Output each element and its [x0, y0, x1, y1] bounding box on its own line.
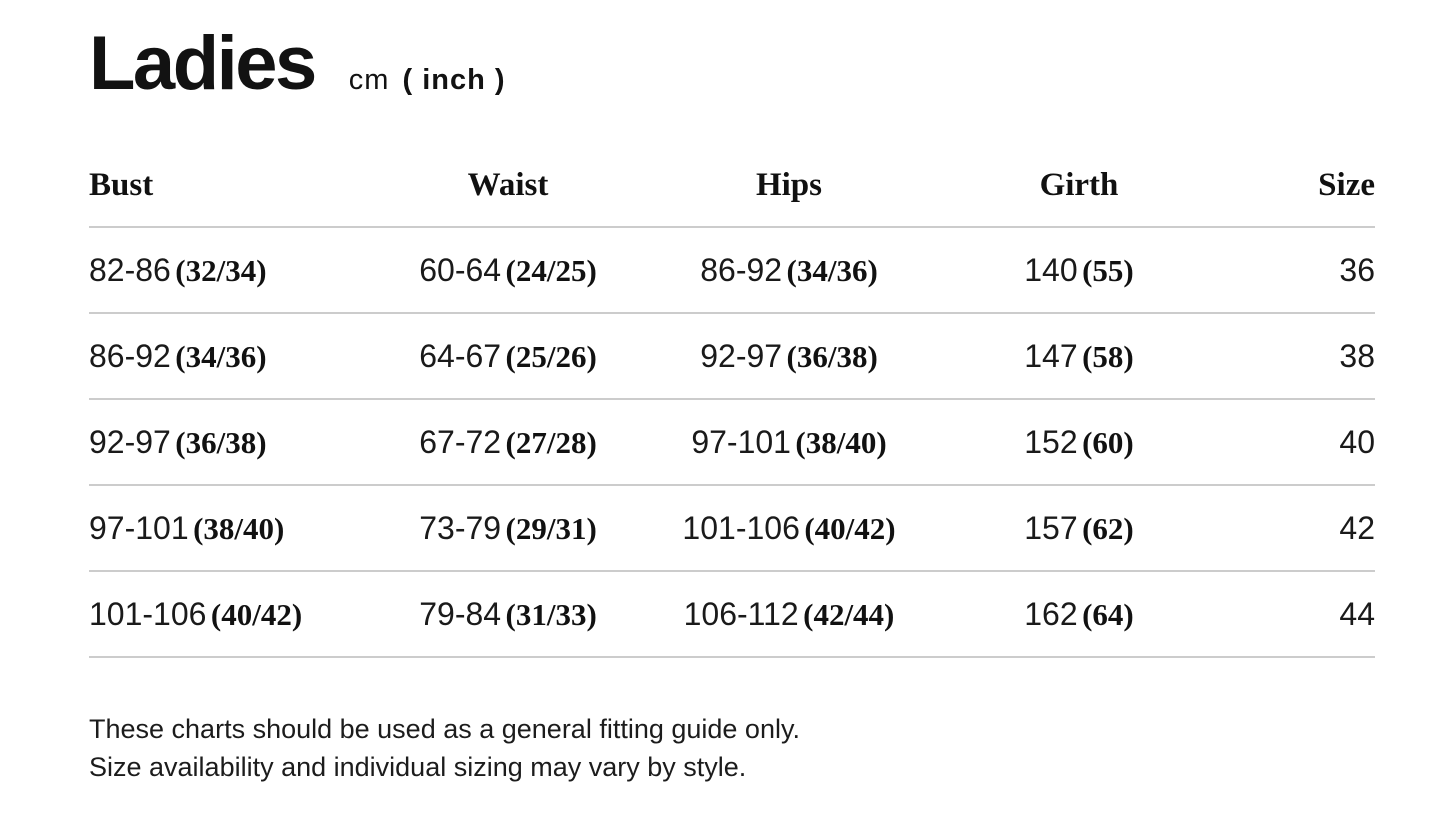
size-value: 40: [1339, 423, 1375, 460]
table-row: 97-101 (38/40) 73-79 (29/31) 101-106 (40…: [89, 486, 1375, 572]
table-row: 101-106 (40/42) 79-84 (31/33) 106-112 (4…: [89, 572, 1375, 658]
size-table: Bust Waist Hips Girth Size 82-86 (32/34)…: [89, 156, 1375, 658]
unit-inch-label: ( inch ): [402, 64, 506, 96]
hips-inch-value: (36/38): [786, 338, 878, 374]
column-header-hips: Hips: [755, 167, 823, 203]
bust-cm-value: 92-97: [89, 423, 171, 460]
size-value: 36: [1339, 251, 1375, 288]
size-cell: 40: [1227, 424, 1375, 461]
disclaimer-line-2: Size availability and individual sizing …: [89, 752, 747, 782]
table-header-row: Bust Waist Hips Girth Size: [89, 156, 1375, 228]
hips-cell: 92-97 (36/38): [647, 338, 931, 375]
hips-cm-value: 92-97: [700, 337, 783, 374]
unit-label: cm ( inch ): [349, 64, 506, 97]
waist-inch-value: (31/33): [505, 596, 597, 632]
hips-cm-value: 101-106: [682, 509, 800, 546]
hips-inch-value: (38/40): [795, 424, 887, 460]
waist-cm-value: 67-72: [419, 423, 502, 460]
waist-cell: 60-64 (24/25): [369, 252, 647, 289]
girth-cm-value: 152: [1024, 423, 1078, 460]
waist-cell: 79-84 (31/33): [369, 596, 647, 633]
disclaimer: These charts should be used as a general…: [89, 710, 1375, 786]
bust-cell: 101-106 (40/42): [89, 596, 369, 633]
hips-cell: 106-112 (42/44): [647, 596, 931, 633]
chart-header: Ladies cm ( inch ): [89, 26, 1375, 108]
hips-cm-value: 97-101: [691, 423, 791, 460]
column-header-waist: Waist: [467, 167, 549, 203]
bust-cm-value: 82-86: [89, 251, 171, 288]
bust-inch-value: (32/34): [175, 252, 267, 288]
bust-cm-value: 97-101: [89, 509, 189, 546]
page-title: Ladies: [89, 21, 317, 106]
hips-cell: 97-101 (38/40): [647, 424, 931, 461]
hips-cell: 86-92 (34/36): [647, 252, 931, 289]
table-row: 82-86 (32/34) 60-64 (24/25) 86-92 (34/36…: [89, 228, 1375, 314]
waist-cell: 64-67 (25/26): [369, 338, 647, 375]
size-value: 42: [1339, 509, 1375, 546]
girth-cell: 147 (58): [931, 338, 1227, 375]
girth-inch-value: (55): [1082, 252, 1134, 288]
bust-inch-value: (34/36): [175, 338, 267, 374]
waist-cell: 67-72 (27/28): [369, 424, 647, 461]
waist-inch-value: (25/26): [505, 338, 597, 374]
bust-inch-value: (40/42): [210, 596, 303, 632]
waist-cm-value: 73-79: [419, 509, 502, 546]
waist-cm-value: 60-64: [419, 251, 502, 288]
bust-cm-value: 86-92: [89, 337, 171, 374]
bust-inch-value: (38/40): [193, 510, 285, 546]
waist-cm-value: 79-84: [419, 595, 502, 632]
bust-cell: 97-101 (38/40): [89, 510, 369, 547]
unit-cm-label: cm: [348, 64, 390, 96]
bust-cm-value: 101-106: [89, 595, 207, 632]
bust-cell: 92-97 (36/38): [89, 424, 369, 461]
girth-cm-value: 147: [1024, 337, 1078, 374]
hips-cell: 101-106 (40/42): [647, 510, 931, 547]
hips-cm-value: 106-112: [683, 595, 799, 632]
hips-inch-value: (42/44): [803, 596, 895, 632]
table-row: 86-92 (34/36) 64-67 (25/26) 92-97 (36/38…: [89, 314, 1375, 400]
girth-inch-value: (62): [1082, 510, 1134, 546]
waist-cm-value: 64-67: [419, 337, 502, 374]
bust-inch-value: (36/38): [175, 424, 267, 460]
girth-cm-value: 140: [1024, 251, 1078, 288]
disclaimer-line-1: These charts should be used as a general…: [89, 714, 800, 744]
size-cell: 36: [1227, 252, 1375, 289]
table-row: 92-97 (36/38) 67-72 (27/28) 97-101 (38/4…: [89, 400, 1375, 486]
girth-cell: 162 (64): [931, 596, 1227, 633]
hips-cm-value: 86-92: [700, 251, 783, 288]
size-cell: 42: [1227, 510, 1375, 547]
girth-cell: 152 (60): [931, 424, 1227, 461]
girth-inch-value: (64): [1082, 596, 1134, 632]
girth-cm-value: 157: [1024, 509, 1078, 546]
size-value: 44: [1339, 595, 1375, 632]
size-cell: 38: [1227, 338, 1375, 375]
girth-inch-value: (60): [1082, 424, 1134, 460]
waist-inch-value: (29/31): [505, 510, 597, 546]
waist-inch-value: (24/25): [505, 252, 597, 288]
column-header-bust: Bust: [89, 167, 154, 203]
waist-cell: 73-79 (29/31): [369, 510, 647, 547]
size-value: 38: [1339, 337, 1375, 374]
column-header-girth: Girth: [1039, 167, 1119, 203]
girth-inch-value: (58): [1082, 338, 1134, 374]
girth-cell: 140 (55): [931, 252, 1227, 289]
bust-cell: 86-92 (34/36): [89, 338, 369, 375]
bust-cell: 82-86 (32/34): [89, 252, 369, 289]
waist-inch-value: (27/28): [505, 424, 597, 460]
girth-cell: 157 (62): [931, 510, 1227, 547]
column-header-size: Size: [1318, 167, 1375, 203]
hips-inch-value: (34/36): [786, 252, 878, 288]
size-cell: 44: [1227, 596, 1375, 633]
hips-inch-value: (40/42): [804, 510, 896, 546]
girth-cm-value: 162: [1024, 595, 1078, 632]
